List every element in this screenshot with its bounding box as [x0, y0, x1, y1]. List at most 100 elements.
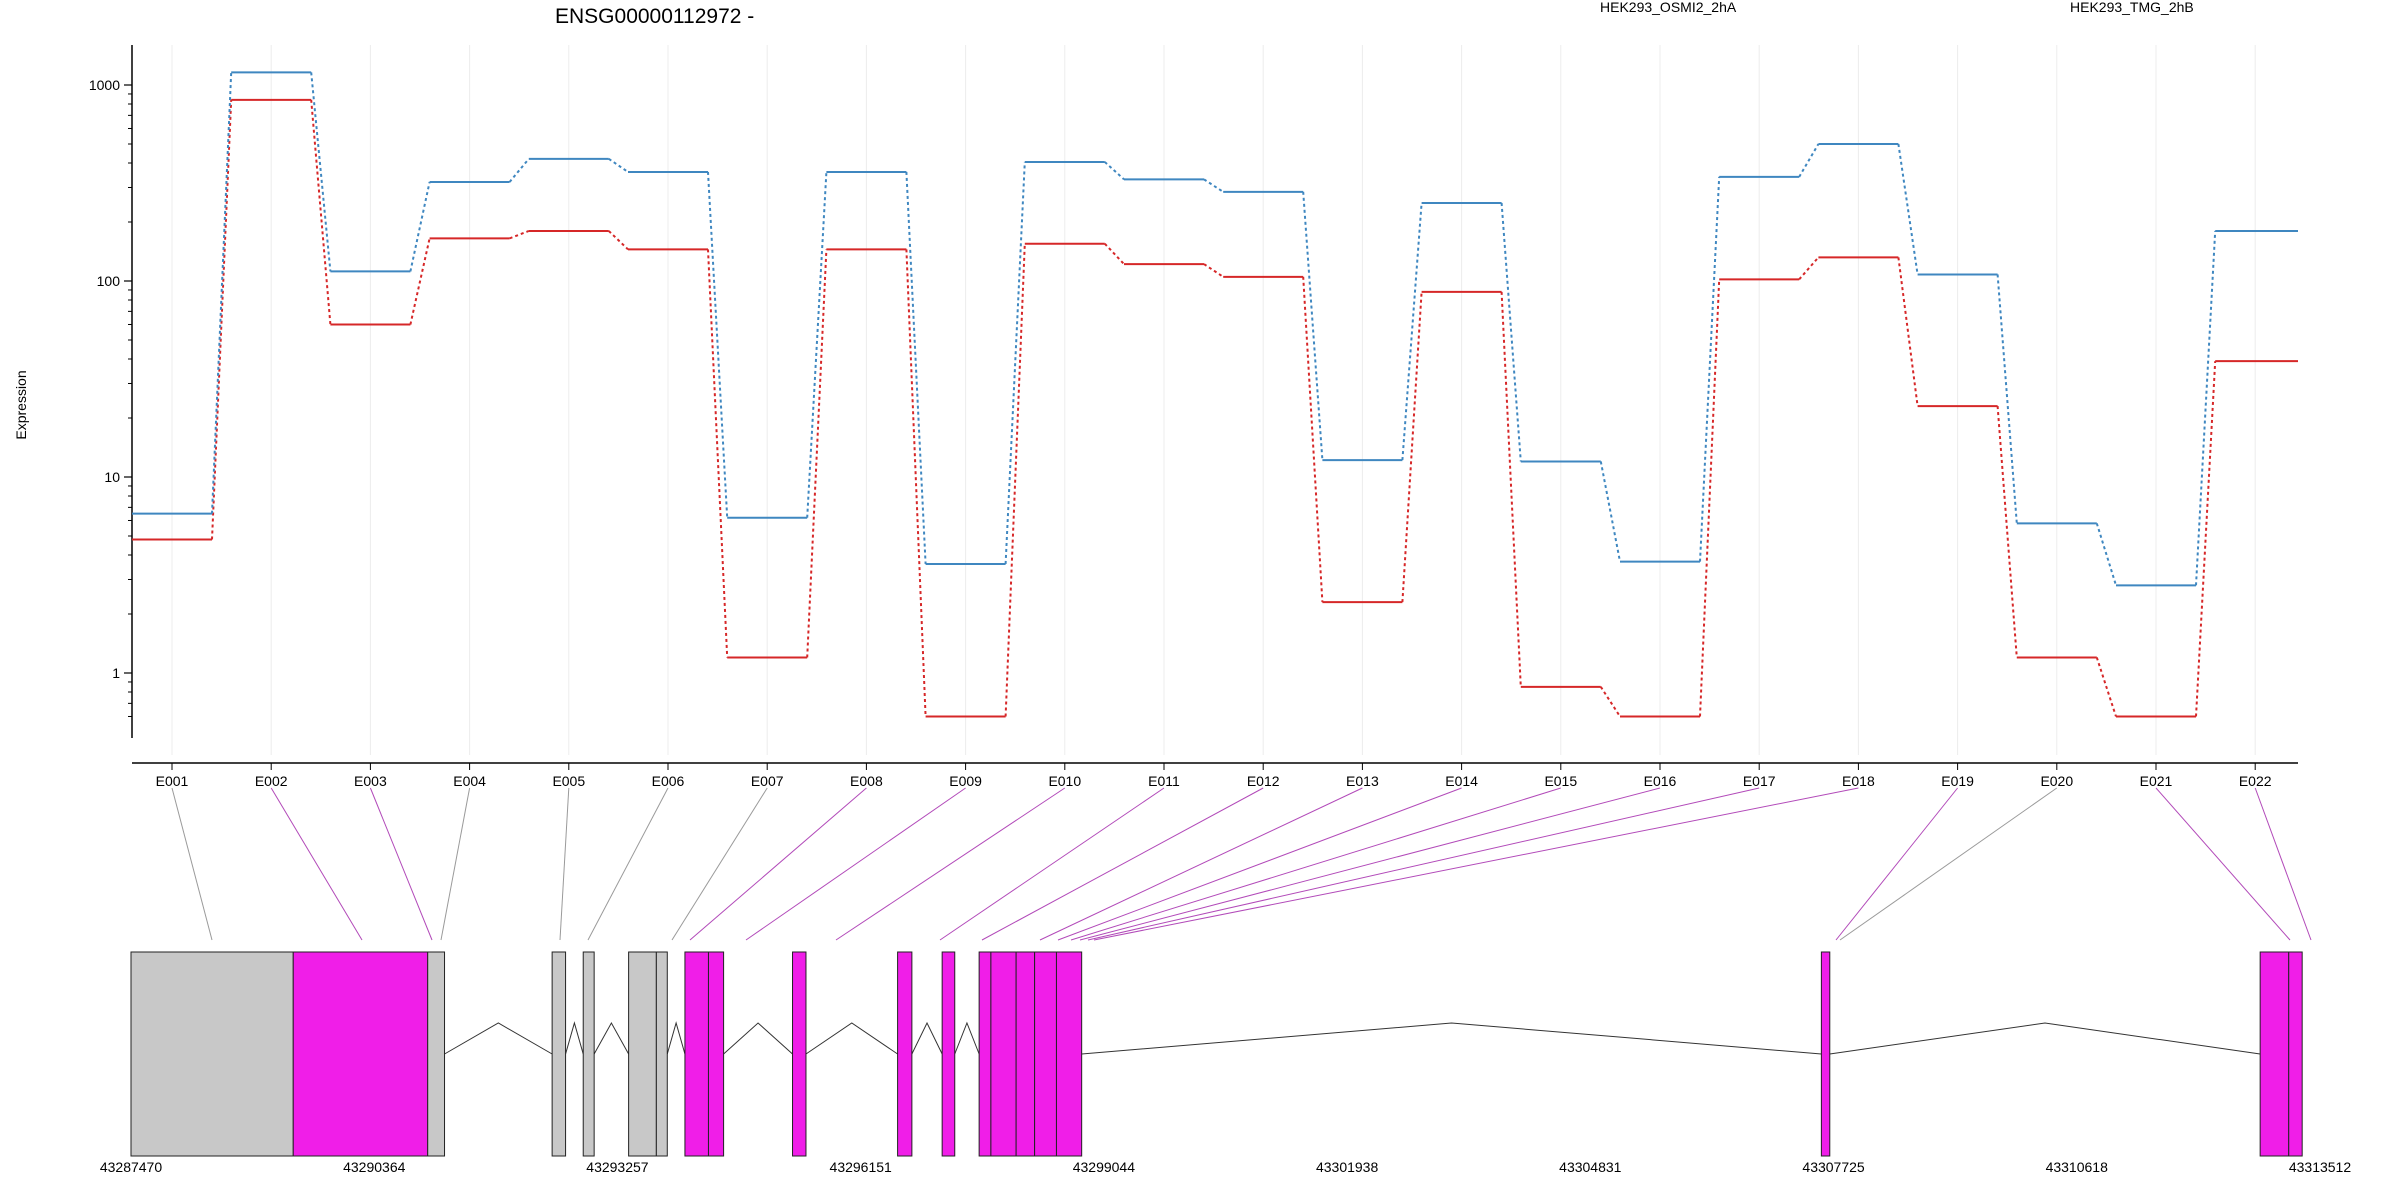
x-tick-label: E006 [652, 773, 685, 789]
data-connector [1897, 143, 1919, 275]
data-connector [1599, 461, 1621, 562]
exon-connector-line [835, 787, 1066, 941]
exon-connector-line [587, 787, 669, 941]
data-connector [1401, 291, 1423, 603]
chart-title: ENSG00000112972 - [555, 5, 754, 28]
exon-connector-line [2155, 787, 2291, 941]
data-connector [707, 249, 729, 658]
coordinate-label: 43287470 [100, 1159, 163, 1175]
data-connector [1203, 263, 1224, 278]
gene-model [130, 951, 2303, 1157]
data-connector [2095, 657, 2117, 717]
legend-entry-osmi2: HEK293_OSMI2_2hA [1600, 0, 1737, 15]
data-connector [211, 72, 233, 514]
x-tick-label: E009 [949, 773, 982, 789]
data-connector [409, 238, 431, 325]
data-connector [1699, 176, 1721, 562]
x-tick-label: E017 [1743, 773, 1776, 789]
intron-line [1829, 1022, 2261, 1055]
x-tick-label: E005 [552, 773, 585, 789]
series-layer [132, 71, 2298, 718]
exon-connector-line [671, 787, 768, 941]
intron-line [805, 1022, 898, 1055]
x-tick-label: E008 [850, 773, 883, 789]
intron-line [954, 1021, 980, 1055]
x-tick-label: E010 [1048, 773, 1081, 789]
y-tick-label: 1 [112, 665, 120, 681]
data-connector [409, 181, 431, 272]
intron-line [911, 1021, 943, 1055]
y-tick-label: 1000 [89, 77, 120, 93]
data-connector [508, 158, 530, 183]
x-tick-label: E003 [354, 773, 387, 789]
exon-connector-line [1039, 787, 1363, 941]
x-tick-label: E018 [1842, 773, 1875, 789]
x-tick-label: E004 [453, 773, 486, 789]
data-connector [1897, 257, 1919, 407]
coordinate-label: 43304831 [1559, 1159, 1622, 1175]
x-tick-label: E011 [1148, 773, 1180, 789]
exon-box [2288, 951, 2303, 1157]
exon-box [1015, 951, 1036, 1157]
data-connector [1996, 406, 2018, 658]
coordinate-label: 43296151 [830, 1159, 893, 1175]
exon-connector-line [689, 787, 867, 941]
exon-box [551, 951, 567, 1157]
data-connector [1302, 276, 1324, 603]
exon-connector-line [270, 787, 363, 941]
data-connector [1104, 161, 1125, 181]
intron-line [444, 1022, 553, 1055]
exon-connector-line [1093, 787, 1859, 941]
x-tick-label: E013 [1346, 773, 1379, 789]
x-tick-label: E014 [1445, 773, 1478, 789]
coordinate-label: 43307725 [1802, 1159, 1865, 1175]
x-tick-label: E022 [2239, 773, 2272, 789]
intron-line [666, 1021, 686, 1055]
series-2 [132, 71, 2298, 587]
x-tick-label: E016 [1644, 773, 1677, 789]
x-tick-label: E012 [1247, 773, 1280, 789]
exon-box [707, 951, 725, 1157]
data-connector [608, 230, 629, 251]
exon-connector-line [2254, 787, 2312, 941]
series-1 [132, 98, 2298, 718]
x-tick-label: E007 [751, 773, 784, 789]
exon-box [1055, 951, 1083, 1157]
exon-connector-line [369, 787, 433, 941]
data-connector [806, 171, 828, 518]
exon-box [897, 951, 913, 1157]
data-connector [2195, 230, 2217, 586]
data-connector [310, 72, 332, 272]
exon-box [684, 951, 709, 1157]
gridlines [171, 45, 2256, 755]
y-tick-label: 100 [97, 273, 121, 289]
data-connector [509, 230, 530, 240]
exon-box [427, 951, 446, 1157]
exon-box [1034, 951, 1057, 1157]
exon-box [628, 951, 657, 1157]
coordinate-label: 43301938 [1316, 1159, 1379, 1175]
data-connector [905, 249, 927, 717]
data-connector [1004, 243, 1026, 717]
exon-box [582, 951, 595, 1157]
data-connector [1798, 143, 1820, 178]
exon-connector-line [1057, 787, 1462, 941]
data-connector [1104, 243, 1125, 265]
x-tick-label: E020 [2040, 773, 2073, 789]
exon-box [2259, 951, 2290, 1157]
exon-box [978, 951, 992, 1157]
data-connector [1004, 161, 1026, 565]
exon-box [130, 951, 294, 1157]
data-connector [1599, 686, 1621, 718]
intron-line [565, 1021, 584, 1055]
data-connector [1699, 279, 1721, 717]
data-connector [905, 171, 927, 565]
exon-box [655, 951, 668, 1157]
legend-entry-tmg: HEK293_TMG_2hB [2070, 0, 2194, 15]
coordinate-label: 43293257 [586, 1159, 649, 1175]
axes: 1 10 100 1000 E001 E002 E003 E004 E005 E006 E007 E0… [89, 45, 2298, 789]
x-tick-label: E001 [156, 773, 189, 789]
x-tick-label: E002 [255, 773, 288, 789]
exon-connector-line [1079, 787, 1661, 941]
data-connector [1996, 274, 2018, 524]
